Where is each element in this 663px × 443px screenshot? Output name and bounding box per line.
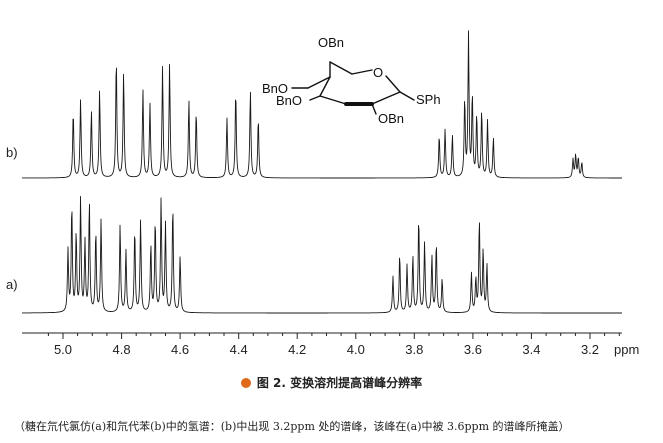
mol-label-sph: SPh xyxy=(416,92,441,107)
x-tick-label: 4.2 xyxy=(288,342,306,357)
x-axis: 5.0 4.8 4.6 4.4 4.2 4.0 3.8 3.6 3.4 3.2 ppm xyxy=(22,332,639,357)
traces-layer: b) a) xyxy=(6,30,622,314)
x-tick-label: 3.6 xyxy=(464,342,482,357)
caption-bullet-icon xyxy=(240,378,251,388)
figure-caption: 图 2. 变换溶剂提高谱峰分辨率 xyxy=(0,374,663,391)
caption-text: 图 2. 变换溶剂提高谱峰分辨率 xyxy=(256,376,423,390)
spectrum-trace-b xyxy=(22,30,622,179)
x-tick-label: 4.6 xyxy=(171,342,189,357)
x-tick-label: 5.0 xyxy=(54,342,72,357)
mol-label-ring-o: O xyxy=(373,65,383,80)
figure-note: （糖在氘代氯仿(a)和氘代苯(b)中的氢谱：(b)中出现 3.2ppm 处的谱峰… xyxy=(14,420,570,433)
x-tick-label: 4.0 xyxy=(347,342,365,357)
x-tick-label: 3.2 xyxy=(581,342,599,357)
mol-label-obn-top: OBn xyxy=(318,35,344,50)
mol-label-obn-bottom: OBn xyxy=(378,111,404,126)
trace-label-b: b) xyxy=(6,145,18,160)
x-tick-label: 4.4 xyxy=(230,342,248,357)
x-tick-label: 3.4 xyxy=(522,342,540,357)
x-axis-unit-label: ppm xyxy=(614,342,639,357)
trace-label-a: a) xyxy=(6,277,18,292)
nmr-spectra-chart: b) a) 5.0 4.8 4.6 4.4 4.2 4.0 3.8 3.6 3.4 3.2 ppm O… xyxy=(6,30,639,357)
x-tick-label: 4.8 xyxy=(113,342,131,357)
mol-label-bno-2: BnO xyxy=(276,93,302,108)
spectrum-trace-a xyxy=(22,195,622,314)
x-tick-label: 3.8 xyxy=(405,342,423,357)
thioglycoside-structure: OBn O BnO BnO OBn SPh xyxy=(262,35,441,126)
mol-label-bno-1: BnO xyxy=(262,81,288,96)
